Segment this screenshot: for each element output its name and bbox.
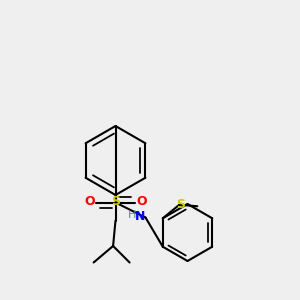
Text: O: O: [84, 195, 95, 208]
Text: S: S: [176, 198, 185, 211]
Text: H: H: [128, 209, 136, 220]
Text: O: O: [136, 195, 147, 208]
Text: S: S: [111, 195, 120, 208]
Text: N: N: [135, 210, 145, 224]
